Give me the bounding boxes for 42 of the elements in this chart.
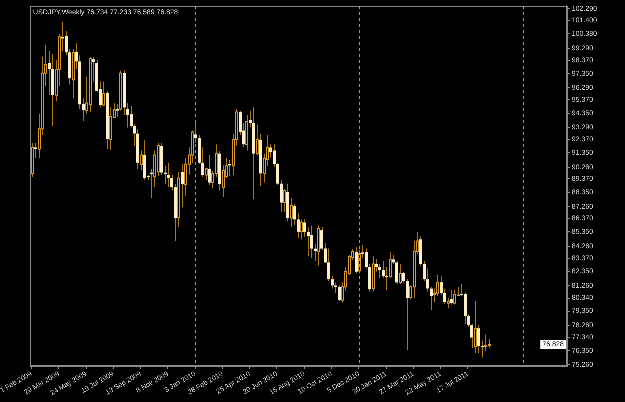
candlestick (317, 225, 320, 266)
candlestick (106, 90, 110, 150)
candlestick (286, 183, 290, 222)
candlestick (280, 180, 284, 213)
candlestick (208, 154, 212, 186)
candlestick (406, 279, 410, 351)
candlestick (355, 246, 358, 274)
candlestick (450, 290, 454, 306)
candlestick (310, 225, 314, 259)
candlestick (481, 340, 484, 358)
candlestick (419, 236, 422, 266)
candlestick (457, 286, 460, 296)
candlestick (372, 256, 376, 292)
candlestick (252, 106, 256, 200)
candlestick (136, 128, 140, 170)
candlestick (477, 325, 480, 354)
candlestick (378, 264, 382, 279)
candlestick (338, 285, 342, 300)
candlestick (143, 139, 146, 180)
candlestick (297, 213, 300, 239)
candlestick (430, 286, 434, 311)
candlestick (34, 142, 38, 159)
candlestick (102, 81, 106, 107)
candlestick (303, 219, 306, 238)
candlestick (464, 292, 468, 324)
candlestick (245, 114, 248, 152)
candlestick (51, 54, 54, 127)
candlestick (402, 271, 406, 284)
candlestick (290, 198, 294, 228)
candlestick (331, 276, 334, 290)
candlestick (167, 162, 170, 188)
candlestick (314, 244, 318, 262)
candlestick (89, 56, 92, 113)
candlestick (150, 168, 154, 199)
candlestick (160, 142, 164, 176)
candlestick (307, 227, 310, 258)
candlestick (194, 122, 198, 144)
candlestick (61, 21, 64, 52)
candlestick (399, 264, 402, 285)
candlestick (474, 300, 478, 354)
candlestick (181, 164, 184, 208)
candlestick (164, 165, 168, 186)
